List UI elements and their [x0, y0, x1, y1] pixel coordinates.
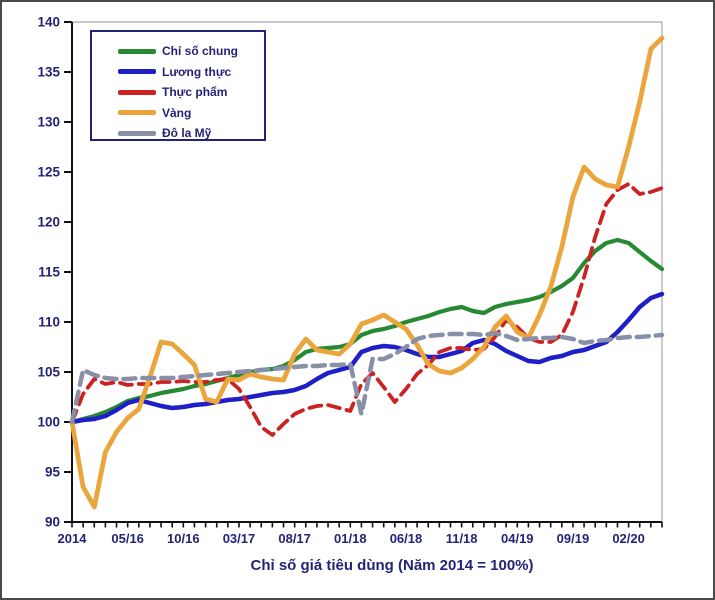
legend-swatch — [118, 89, 156, 95]
y-tick-label: 95 — [45, 465, 61, 480]
x-tick-label: 02/20 — [612, 531, 645, 546]
series-line-ch-s-chung — [69, 237, 665, 425]
series-line-v-ng — [69, 35, 665, 510]
legend-swatch — [118, 48, 156, 54]
y-tick-label: 90 — [45, 515, 60, 530]
legend-swatch — [118, 69, 156, 75]
x-tick-label: 05/16 — [111, 531, 144, 546]
legend-label: Thực phẩm — [162, 85, 228, 100]
legend-item-l-ng-th-c: Lương thực — [92, 62, 264, 83]
x-tick-label: 10/16 — [167, 531, 200, 546]
legend: Chỉ số chung Lương thực Thực phẩm Vàng Đô la… — [90, 30, 266, 141]
series-line-l-ng-th-c — [69, 291, 665, 425]
x-tick-label: 06/18 — [390, 531, 423, 546]
y-tick-label: 115 — [38, 265, 60, 280]
legend-item-v-ng: Vàng — [92, 103, 264, 124]
x-tick-label: 11/18 — [446, 531, 478, 546]
y-tick-label: 100 — [37, 415, 60, 430]
series-line--la-m- — [69, 330, 665, 425]
y-tick-label: 120 — [37, 215, 60, 230]
y-tick-label: 125 — [37, 165, 60, 180]
y-tick-label: 135 — [37, 65, 60, 80]
legend-swatch — [118, 110, 156, 116]
x-axis: 2014 05/16 10/16 03/17 08/17 01/18 06/18 11/18 0… — [58, 521, 663, 546]
legend-label: Vàng — [162, 105, 192, 120]
legend-item--la-m-: Đô la Mỹ — [92, 123, 264, 144]
x-axis-title: Chỉ số giá tiêu dùng (Năm 2014 = 100%) — [250, 557, 534, 574]
legend-label: Lương thực — [162, 64, 232, 79]
y-axis: 90 95 100 105 110 115 120 125 130 135 140 — [37, 15, 73, 530]
y-tick-label: 105 — [37, 365, 60, 380]
legend-label: Đô la Mỹ — [162, 126, 212, 141]
x-tick-label: 08/17 — [278, 531, 311, 546]
x-tick-label: 04/19 — [501, 531, 534, 546]
y-tick-label: 140 — [37, 15, 60, 30]
legend-label: Chỉ số chung — [162, 44, 238, 59]
legend-item-th-c-ph-m: Thực phẩm — [92, 82, 264, 103]
legend-swatch — [118, 130, 156, 136]
x-tick-label: 09/19 — [557, 531, 590, 546]
x-tick-label: 2014 — [58, 531, 88, 546]
legend-item-ch-s-chung: Chỉ số chung — [92, 41, 264, 62]
plot-box — [72, 21, 663, 522]
x-tick-label: 03/17 — [223, 531, 256, 546]
y-tick-label: 110 — [38, 315, 60, 330]
y-tick-label: 130 — [37, 115, 60, 130]
x-tick-label: 01/18 — [334, 531, 367, 546]
